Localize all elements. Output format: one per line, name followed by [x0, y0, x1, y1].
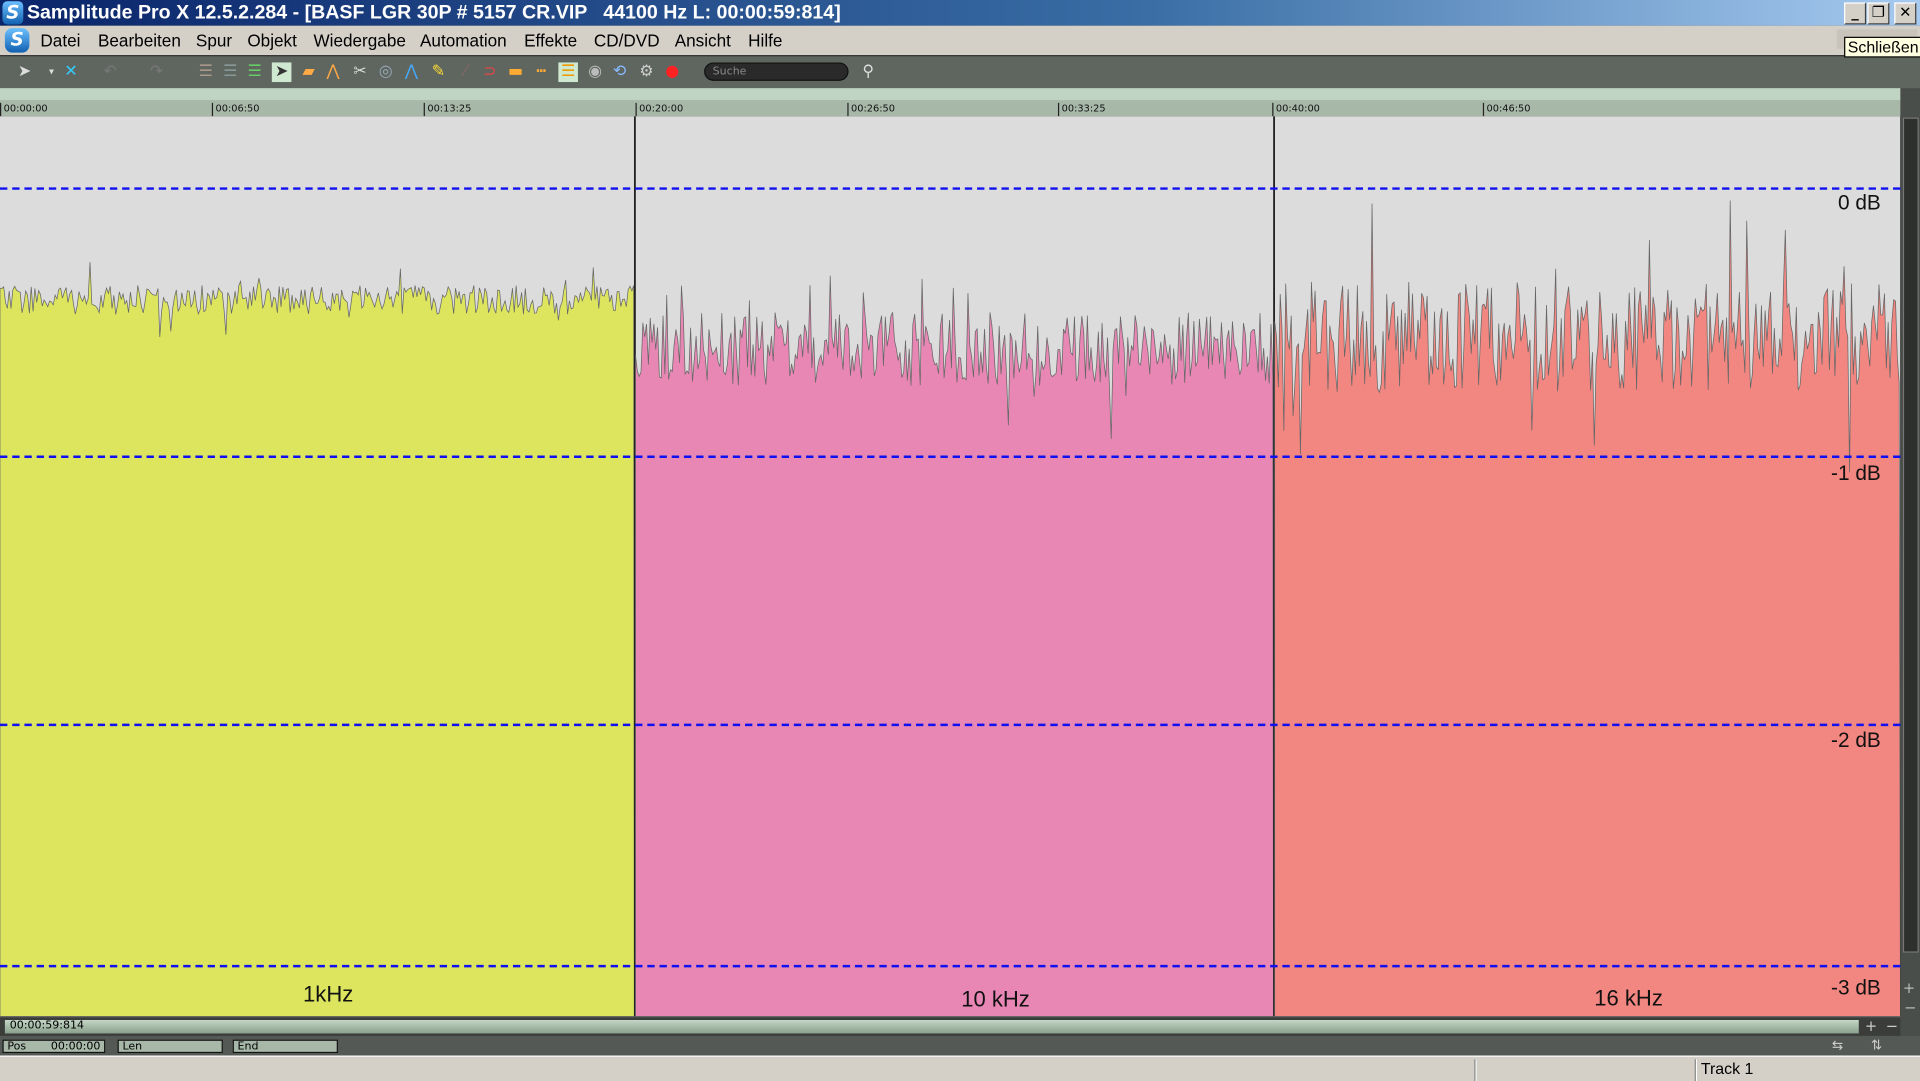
time-ruler[interactable]: 00:00:00 00:06:50 00:13:25 00:20:00 00:2… [0, 100, 1901, 118]
menu-effekte[interactable]: Effekte [524, 30, 578, 51]
audio-track[interactable]: 0 dB -1 dB -2 dB -3 dB 1kHz 10 kHz 16 kH… [0, 116, 1901, 1017]
title-bar: S Samplitude Pro X 12.5.2.284 - [BASF LG… [0, 0, 1920, 26]
menu-bearbeiten[interactable]: Bearbeiten [97, 30, 181, 51]
marker-lane [0, 88, 1901, 101]
tracks3-icon[interactable]: ☰ [247, 62, 262, 81]
crossfade-icon[interactable]: ✕ [64, 62, 78, 81]
region-1khz[interactable] [0, 262, 635, 1017]
lanes-icon[interactable]: ☰ [558, 62, 578, 83]
ruler-tick: 00:00:00 [0, 102, 48, 117]
status-divider [1474, 1059, 1477, 1081]
record-icon[interactable]: ● [665, 62, 680, 81]
close-button[interactable]: ✕ [1894, 2, 1917, 25]
tracks2-icon[interactable]: ☰ [223, 62, 238, 81]
zoom-icon[interactable]: ◎ [378, 62, 393, 81]
pointer-icon[interactable]: ➤ [17, 62, 32, 81]
close-tooltip: Schließen [1844, 36, 1920, 58]
cut-icon[interactable]: ✂ [353, 62, 367, 81]
menu-hilfe[interactable]: Hilfe [748, 30, 783, 51]
dots-icon[interactable]: ┅ [536, 62, 547, 81]
zoom-out-vertical-button[interactable]: − [1904, 999, 1917, 1017]
status-bar: Track 1 [0, 1055, 1920, 1081]
vertical-zoom-icon[interactable]: ⇅ [1871, 1037, 1883, 1054]
db-line [0, 723, 1901, 727]
menu-datei[interactable]: Datei [40, 30, 81, 51]
horizontal-scroll-thumb[interactable]: 00:00:59:814 [4, 1020, 1859, 1034]
select-icon[interactable]: ➤ [271, 62, 292, 83]
object-icon[interactable]: ▬ [507, 62, 524, 81]
search-q-icon[interactable]: ◉ [588, 62, 603, 81]
restore-button[interactable]: ❐ [1867, 2, 1890, 25]
transport-bar: Pos 00:00:00 Len End ⇆ ⇅ [0, 1035, 1920, 1056]
region-label-1khz: 1kHz [303, 982, 354, 1007]
settings-icon[interactable]: ⚙ [639, 62, 654, 81]
envelope-icon[interactable]: ⋀ [404, 62, 418, 81]
region-10khz[interactable] [635, 275, 1274, 1017]
zoom-in-vertical-button[interactable]: + [1902, 979, 1916, 997]
ruler-tick: 00:06:50 [211, 102, 260, 117]
menu-bar: S Datei Bearbeiten Spur Objekt Wiedergab… [0, 25, 1920, 56]
menu-ansicht[interactable]: Ansicht [674, 30, 731, 51]
range-icon[interactable]: ▰ [302, 62, 315, 81]
undo-icon[interactable]: ↶ [103, 62, 117, 81]
horizontal-zoom-icon[interactable]: ⇆ [1831, 1037, 1844, 1054]
ruler-tick: 00:13:25 [423, 102, 471, 117]
len-field[interactable]: Len [117, 1039, 223, 1054]
db-label: -1 dB [1831, 461, 1881, 485]
loop-icon[interactable]: ⟲ [612, 62, 627, 81]
dropdown-icon[interactable]: ▾ [48, 66, 54, 78]
ruler-tick: 00:26:50 [847, 102, 895, 117]
app-menu-icon[interactable]: S [4, 28, 30, 53]
magnifier-icon[interactable]: ⚲ [862, 62, 874, 81]
pos-field[interactable]: Pos 00:00:00 [2, 1039, 106, 1054]
horizontal-scrollbar[interactable]: 00:00:59:814 + − [0, 1017, 1901, 1036]
db-line [0, 455, 1901, 458]
toolbar: ➤ ▾ ✕ ↶ ↷ ☰ ☰ ☰ ➤ ▰ ⋀ ✂ ◎ ⋀ ✎ ⁄ ⊃ ▬ ┅ ☰ … [0, 55, 1920, 90]
ruler-tick: 00:46:50 [1482, 102, 1531, 117]
db-label: -3 dB [1831, 975, 1881, 1000]
window-title: Samplitude Pro X 12.5.2.284 - [BASF LGR … [26, 2, 841, 24]
vertical-scrollbar[interactable]: + − [1900, 88, 1920, 1036]
db-line [0, 964, 1901, 968]
menu-wiedergabe[interactable]: Wiedergabe [313, 30, 406, 51]
end-field[interactable]: End [232, 1039, 338, 1054]
snap-icon[interactable]: ⊃ [483, 62, 497, 81]
menu-automation[interactable]: Automation [420, 30, 507, 51]
db-label: 0 dB [1837, 191, 1881, 215]
ruler-tick: 00:33:25 [1057, 102, 1106, 117]
pos-value: 00:00:00 [50, 1040, 101, 1054]
zoom-out-horizontal-button[interactable]: − [1885, 1017, 1899, 1035]
region-label-16khz: 16 kHz [1594, 985, 1663, 1011]
waveform-canvas [0, 116, 1901, 1017]
curve-icon[interactable]: ⋀ [326, 62, 340, 81]
minimize-button[interactable]: _ [1844, 2, 1867, 25]
scrub-icon[interactable]: ⁄ [463, 62, 467, 81]
menu-cd-dvd[interactable]: CD/DVD [593, 30, 660, 51]
status-divider [1694, 1059, 1698, 1081]
redo-icon[interactable]: ↷ [150, 62, 164, 81]
pencil-icon[interactable]: ✎ [431, 62, 446, 81]
ruler-tick: 00:20:00 [635, 102, 683, 117]
menu-objekt[interactable]: Objekt [247, 30, 297, 51]
db-line [0, 187, 1901, 190]
pos-label: Pos [7, 1040, 27, 1054]
region-label-10khz: 10 kHz [961, 986, 1030, 1012]
status-track: Track 1 [1700, 1059, 1754, 1078]
ruler-tick: 00:40:00 [1272, 102, 1320, 117]
search-input[interactable]: Suche [704, 62, 849, 81]
menu-spur[interactable]: Spur [195, 30, 233, 51]
zoom-in-horizontal-button[interactable]: + [1864, 1017, 1878, 1035]
app-logo: S [2, 1, 24, 25]
vertical-scroll-thumb[interactable] [1902, 117, 1919, 953]
db-label: -2 dB [1831, 728, 1881, 752]
tracks-icon[interactable]: ☰ [198, 62, 213, 81]
region-16khz[interactable] [1274, 200, 1901, 1017]
